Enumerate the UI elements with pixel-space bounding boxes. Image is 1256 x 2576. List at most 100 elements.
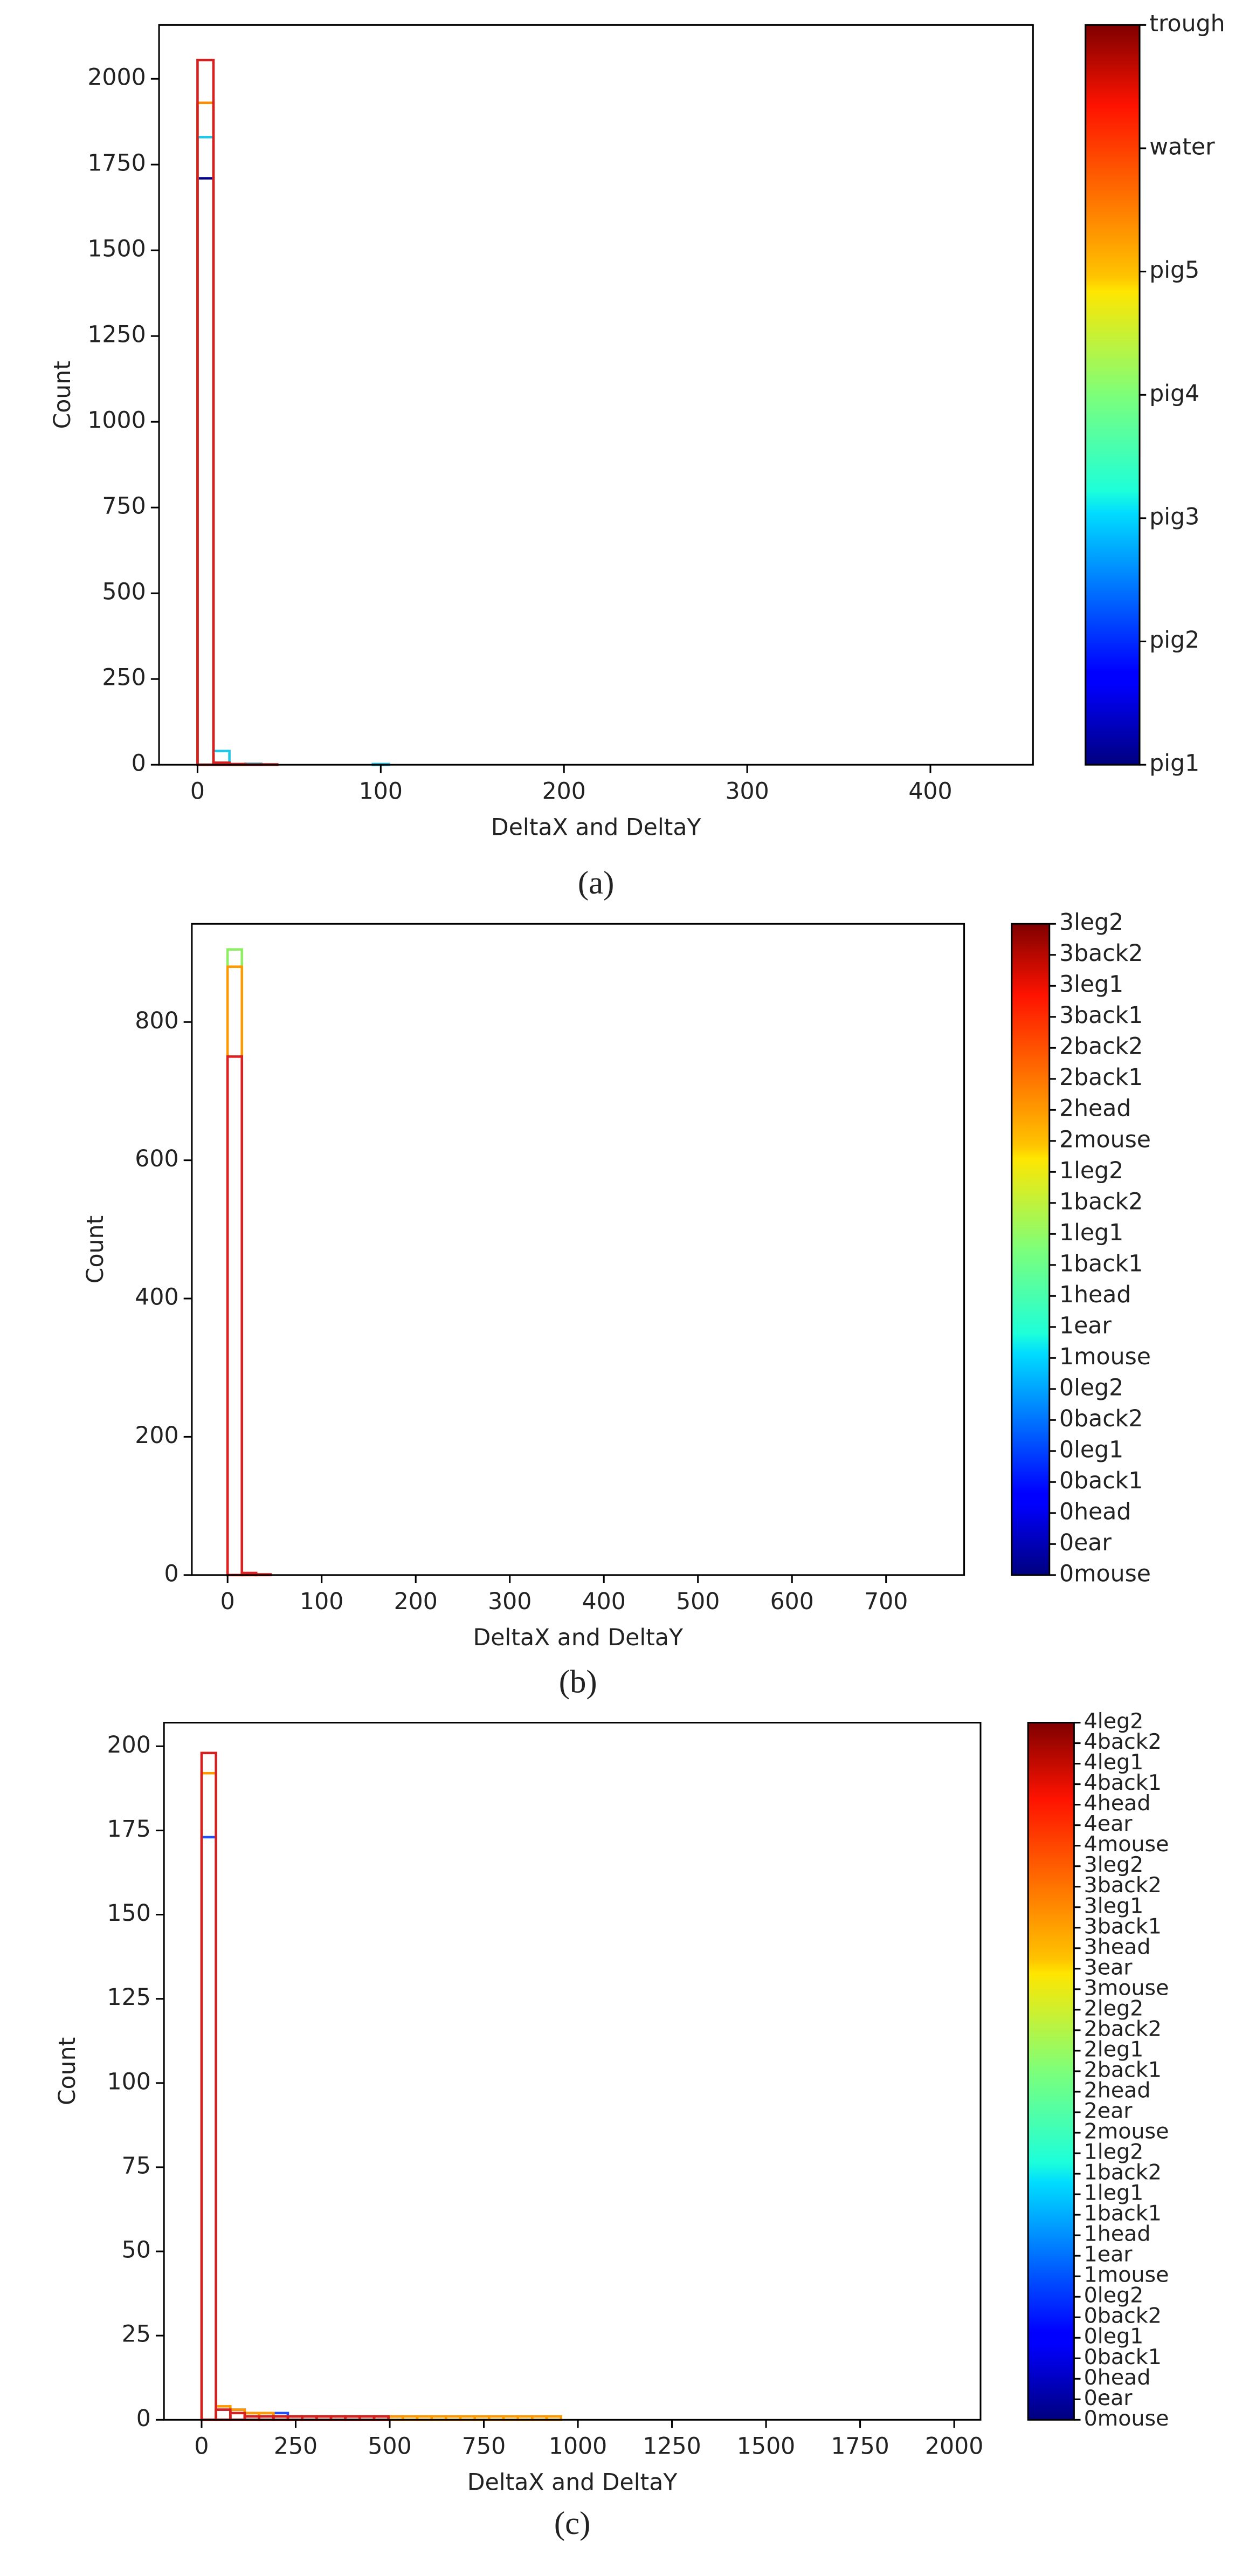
colorbar-label: 1mouse — [1059, 1343, 1151, 1370]
x-tick-label: 1750 — [831, 2433, 889, 2460]
colorbar-label: water — [1149, 133, 1215, 160]
y-tick-label: 1000 — [87, 407, 146, 434]
colorbar-label: 2leg1 — [1084, 2037, 1144, 2062]
x-tick-label: 400 — [908, 778, 952, 805]
x-tick-label: 100 — [359, 778, 403, 805]
bar — [229, 2408, 246, 2421]
colorbar-label: 3leg1 — [1084, 1893, 1144, 1918]
colorbar-label: 3back1 — [1059, 1002, 1143, 1029]
x-tick-label: 1500 — [737, 2433, 795, 2460]
colorbar-label: 1leg1 — [1084, 2181, 1144, 2206]
colorbar-label: 0head — [1059, 1498, 1131, 1525]
colorbar-label: 1back1 — [1084, 2201, 1162, 2226]
colorbar-label: 1leg2 — [1059, 1157, 1123, 1184]
y-tick-label: 500 — [102, 579, 146, 606]
colorbar-label: 2mouse — [1059, 1126, 1151, 1153]
colorbar-label: 1back2 — [1084, 2160, 1162, 2185]
colorbar-label: 4back2 — [1084, 1729, 1162, 1754]
x-tick-label: 0 — [220, 1588, 235, 1615]
colorbar-label: 0leg2 — [1084, 2283, 1144, 2308]
y-tick-label: 125 — [107, 1984, 151, 2011]
colorbar-label: 4ear — [1084, 1811, 1133, 1836]
y-tick-label: 600 — [135, 1145, 178, 1172]
colorbar-label: 1leg2 — [1084, 2140, 1144, 2165]
colorbar-label: 4leg1 — [1084, 1750, 1144, 1775]
y-tick-label: 150 — [107, 1900, 151, 1927]
colorbar-label: 3ear — [1084, 1955, 1133, 1980]
x-tick-label: 300 — [488, 1588, 532, 1615]
colorbar-label: 0head — [1084, 2365, 1151, 2390]
bar — [200, 1751, 217, 2421]
chart: 0 100 200 300 400 0 250 500 750 1000 1250 1500 1750 2… — [49, 10, 1225, 901]
x-tick-label: 300 — [725, 778, 769, 805]
bar — [215, 2408, 232, 2421]
colorbar-label: 3leg1 — [1059, 971, 1123, 998]
colorbar-label: trough — [1149, 10, 1225, 37]
y-tick-label: 75 — [122, 2152, 151, 2179]
x-tick-label: 500 — [676, 1588, 720, 1615]
colorbar-label: 0ear — [1084, 2386, 1133, 2410]
x-tick-label: 200 — [394, 1588, 438, 1615]
y-tick-label: 25 — [122, 2321, 151, 2348]
colorbar-label: 3back2 — [1059, 940, 1143, 967]
x-tick-label: 1000 — [549, 2433, 607, 2460]
bar — [226, 948, 244, 1577]
caption: (a) — [578, 865, 615, 901]
bar — [215, 2408, 232, 2421]
x-tick-label: 700 — [864, 1588, 908, 1615]
colorbar-label: 2back2 — [1084, 2016, 1162, 2041]
y-tick-label: 100 — [107, 2068, 151, 2095]
colorbar-label: 1ear — [1059, 1312, 1112, 1339]
x-tick-label: 100 — [300, 1588, 343, 1615]
colorbar-label: 0ear — [1059, 1529, 1112, 1556]
bar — [200, 1836, 217, 2421]
x-tick-label: 2000 — [925, 2433, 983, 2460]
y-tick-label: 750 — [102, 493, 146, 520]
colorbar-label: 0back2 — [1059, 1405, 1143, 1432]
y-tick-label: 1250 — [87, 321, 146, 348]
x-tick-label: 0 — [194, 2433, 209, 2460]
colorbar-label: 2head — [1084, 2078, 1151, 2103]
colorbar-label: 4mouse — [1084, 1832, 1169, 1857]
colorbar-label: 0leg1 — [1059, 1436, 1123, 1463]
x-tick-label: 600 — [770, 1588, 814, 1615]
bar — [200, 1771, 217, 2421]
bar — [226, 965, 244, 1577]
x-axis-label: DeltaX and DeltaY — [473, 1624, 684, 1651]
colorbar-label: pig2 — [1149, 627, 1199, 654]
colorbar-label: 2back2 — [1059, 1033, 1143, 1060]
chart: 0 250 500 750 1000 1250 1500 1750 2000 0 25 50 75 100… — [54, 1709, 1169, 2541]
colorbar-label: 2ear — [1084, 2098, 1133, 2123]
x-tick-label: 1250 — [643, 2433, 701, 2460]
plot-frame — [191, 923, 965, 1576]
y-axis-label: Count — [54, 2037, 81, 2105]
bar — [196, 136, 215, 766]
y-tick-label: 800 — [135, 1007, 178, 1034]
colorbar-label: pig5 — [1149, 257, 1199, 284]
caption: (b) — [559, 1664, 597, 1700]
colorbar-label: 1head — [1059, 1281, 1131, 1308]
colorbar-label: 0mouse — [1059, 1560, 1151, 1587]
colorbar-label: 1back1 — [1059, 1250, 1143, 1277]
x-tick-label: 0 — [190, 778, 205, 805]
x-tick-label: 750 — [462, 2433, 506, 2460]
colorbar-label: 1mouse — [1084, 2263, 1169, 2288]
y-tick-label: 0 — [136, 2405, 151, 2432]
colorbar-label: 4head — [1084, 1791, 1151, 1816]
y-tick-label: 0 — [164, 1560, 178, 1587]
colorbar-label: 4leg2 — [1084, 1709, 1144, 1734]
colorbar-label: 3back2 — [1084, 1873, 1162, 1898]
colorbar-label: 3mouse — [1084, 1975, 1169, 2000]
y-axis-label: Count — [82, 1215, 109, 1283]
colorbar-label: 4back1 — [1084, 1770, 1162, 1795]
colorbar-label: 2leg2 — [1084, 1996, 1144, 2021]
plot-frame — [163, 1722, 982, 2421]
colorbar-label: 0mouse — [1084, 2406, 1169, 2431]
bar — [226, 1055, 244, 1577]
y-tick-label: 1500 — [87, 236, 146, 263]
y-tick-label: 200 — [135, 1422, 178, 1449]
colorbar — [1085, 24, 1141, 766]
y-tick-label: 1750 — [87, 150, 146, 177]
colorbar-label: 0back2 — [1084, 2304, 1162, 2328]
